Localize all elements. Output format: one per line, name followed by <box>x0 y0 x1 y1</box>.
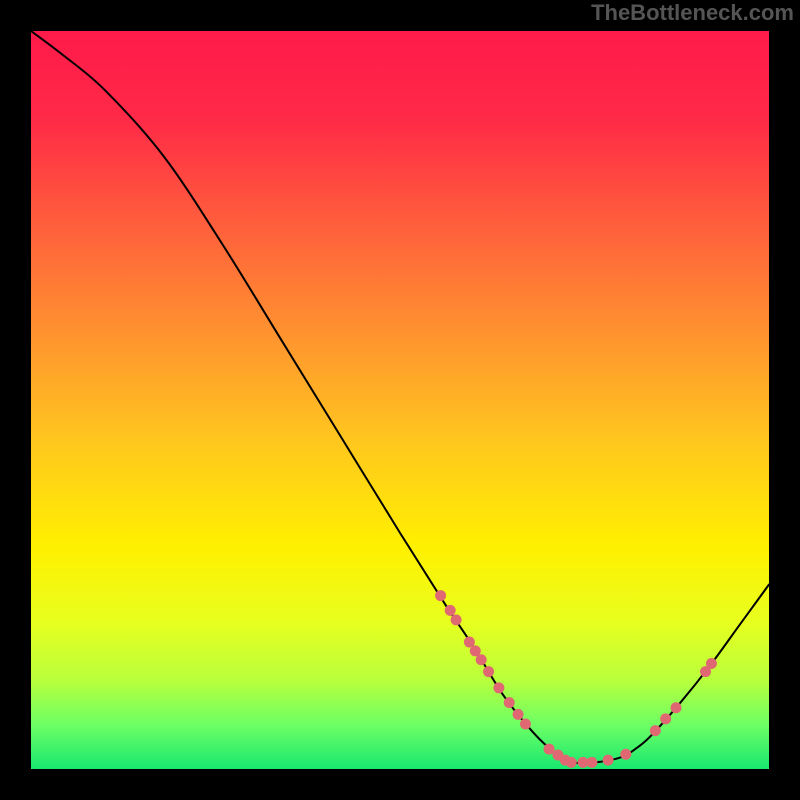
marker-dot <box>435 590 446 601</box>
marker-dot <box>483 666 494 677</box>
marker-dot <box>445 605 456 616</box>
marker-dot <box>586 757 597 768</box>
marker-dot <box>451 614 462 625</box>
chart-frame: TheBottleneck.com <box>0 0 800 800</box>
marker-dot <box>520 718 531 729</box>
marker-dot <box>513 709 524 720</box>
marker-dot <box>603 755 614 766</box>
marker-dot <box>706 658 717 669</box>
marker-dot <box>566 757 577 768</box>
marker-dot <box>504 697 515 708</box>
chart-svg <box>31 31 769 769</box>
marker-dot <box>660 713 671 724</box>
plot-area <box>31 31 769 769</box>
gradient-background <box>31 31 769 769</box>
marker-dot <box>620 749 631 760</box>
marker-dot <box>650 725 661 736</box>
marker-dot <box>671 702 682 713</box>
marker-dot <box>476 654 487 665</box>
marker-dot <box>493 682 504 693</box>
watermark-text: TheBottleneck.com <box>591 0 794 26</box>
